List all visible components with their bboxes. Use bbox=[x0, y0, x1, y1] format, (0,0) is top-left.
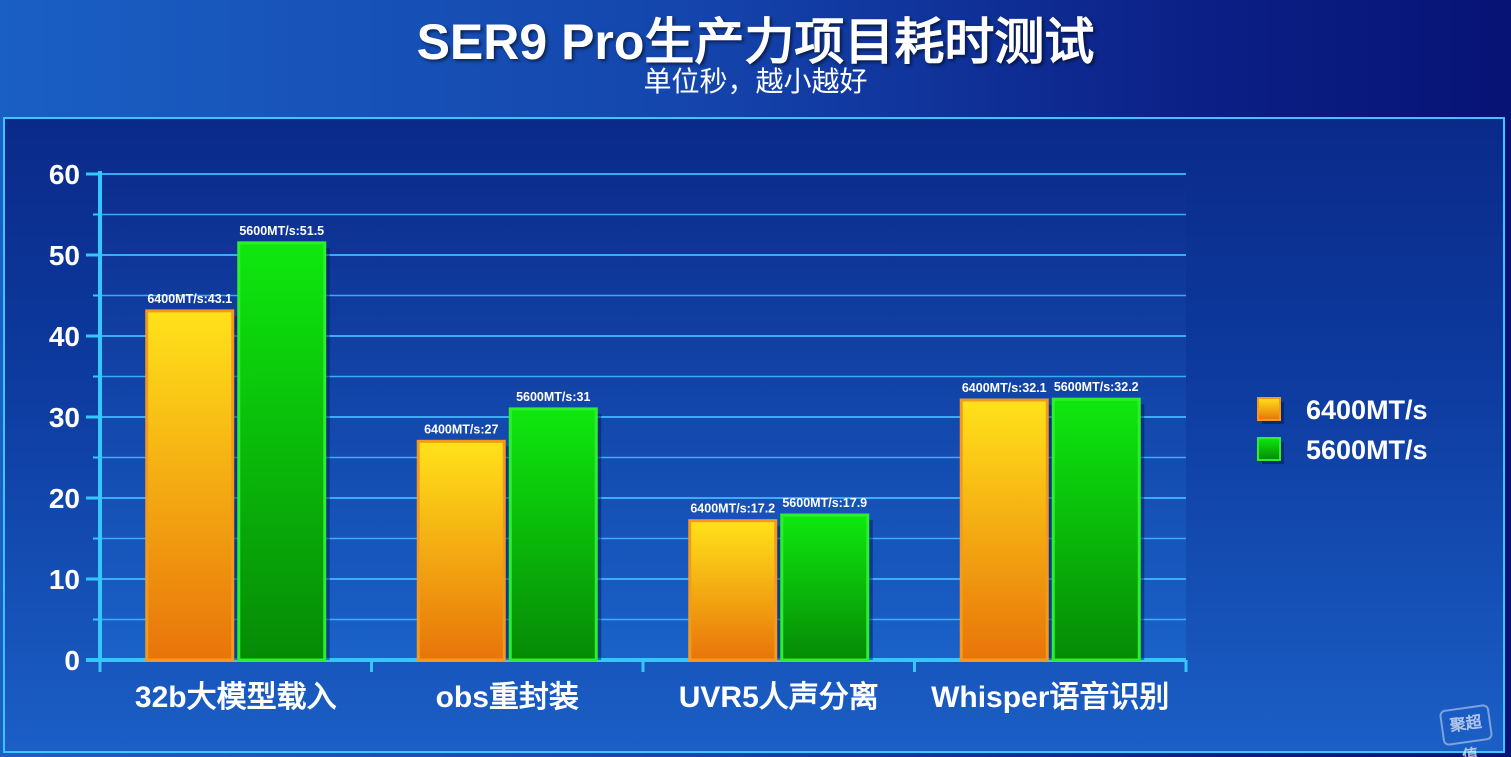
x-category-label: UVR5人声分离 bbox=[679, 681, 879, 714]
data-label: 5600MT/s:17.9 bbox=[782, 496, 867, 510]
y-tick-label: 40 bbox=[49, 321, 80, 352]
legend-label: 6400MT/s bbox=[1306, 395, 1428, 425]
legend-swatch-5600 bbox=[1257, 437, 1281, 461]
y-tick-label: 0 bbox=[64, 645, 80, 676]
x-category-label: obs重封装 bbox=[436, 681, 579, 714]
y-tick-label: 20 bbox=[49, 483, 80, 514]
title-bar: SER9 Pro生产力项目耗时测试 单位秒，越小越好 bbox=[0, 0, 1511, 117]
data-label: 5600MT/s:51.5 bbox=[239, 224, 324, 238]
y-tick-label: 10 bbox=[49, 564, 80, 595]
data-label: 5600MT/s:31 bbox=[516, 390, 590, 404]
y-tick-label: 30 bbox=[49, 402, 80, 433]
bar-5600 bbox=[1051, 397, 1141, 662]
data-label: 6400MT/s:27 bbox=[424, 422, 498, 436]
data-label: 5600MT/s:32.2 bbox=[1054, 380, 1139, 394]
chart-title: SER9 Pro生产力项目耗时测试 bbox=[416, 14, 1095, 70]
x-category-label: Whisper语音识别 bbox=[931, 681, 1169, 714]
y-tick-label: 50 bbox=[49, 240, 80, 271]
legend-label: 5600MT/s bbox=[1306, 435, 1428, 465]
data-label: 6400MT/s:43.1 bbox=[147, 292, 232, 306]
watermark-logo: 聚超值 bbox=[1438, 703, 1494, 757]
bar-6400 bbox=[959, 398, 1049, 662]
x-category-label: 32b大模型载入 bbox=[135, 681, 337, 714]
data-label: 6400MT/s:32.1 bbox=[962, 381, 1047, 395]
bar-6400 bbox=[145, 309, 235, 662]
bar-5600 bbox=[508, 407, 598, 662]
bar-5600 bbox=[237, 241, 327, 662]
bar-6400 bbox=[416, 439, 506, 662]
bar-6400 bbox=[688, 519, 778, 662]
bar-5600 bbox=[780, 513, 870, 662]
data-label: 6400MT/s:17.2 bbox=[690, 502, 775, 516]
legend-swatch-6400 bbox=[1257, 397, 1281, 421]
chart-subtitle: 单位秒，越小越好 bbox=[643, 66, 868, 97]
y-tick-label: 60 bbox=[49, 159, 80, 190]
